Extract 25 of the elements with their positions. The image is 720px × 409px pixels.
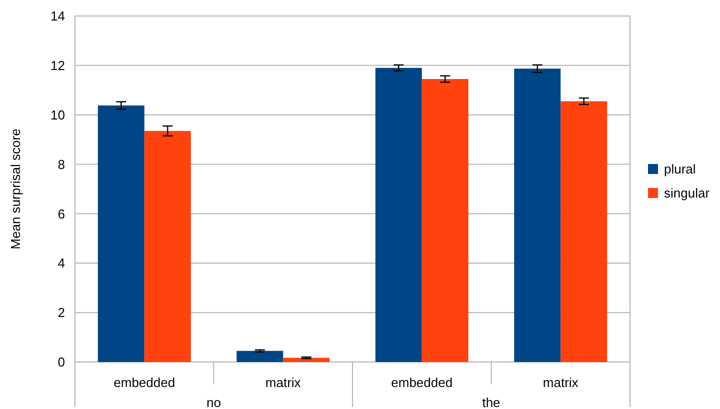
- y-tick-label: 14: [50, 8, 65, 24]
- y-tick-label: 10: [50, 107, 65, 122]
- text: no: [206, 395, 221, 409]
- bar: [98, 105, 144, 362]
- x-tick-label: matrix: [542, 375, 579, 390]
- y-tick-label: 6: [58, 206, 65, 222]
- bar: [144, 130, 191, 362]
- x-tick-label: embedded: [114, 375, 176, 390]
- bar: [283, 358, 330, 362]
- bar: [422, 79, 468, 362]
- x-tick-label: embedded: [391, 375, 453, 390]
- legend-label: plural: [664, 162, 696, 177]
- bar: [560, 101, 608, 362]
- bar: [236, 350, 284, 362]
- y-tick-label: 2: [58, 305, 65, 320]
- y-tick-label: 8: [58, 156, 65, 172]
- y-tick-label: 0: [58, 354, 65, 370]
- bar: [375, 68, 422, 362]
- text: the: [482, 395, 500, 409]
- y-axis-title: Mean surprisal score: [8, 128, 23, 250]
- x-tick-label: matrix: [265, 375, 302, 390]
- legend-label: singular: [664, 186, 710, 201]
- y-tick-label: 12: [50, 58, 65, 73]
- y-tick-label: 4: [58, 256, 65, 271]
- bar: [514, 68, 561, 362]
